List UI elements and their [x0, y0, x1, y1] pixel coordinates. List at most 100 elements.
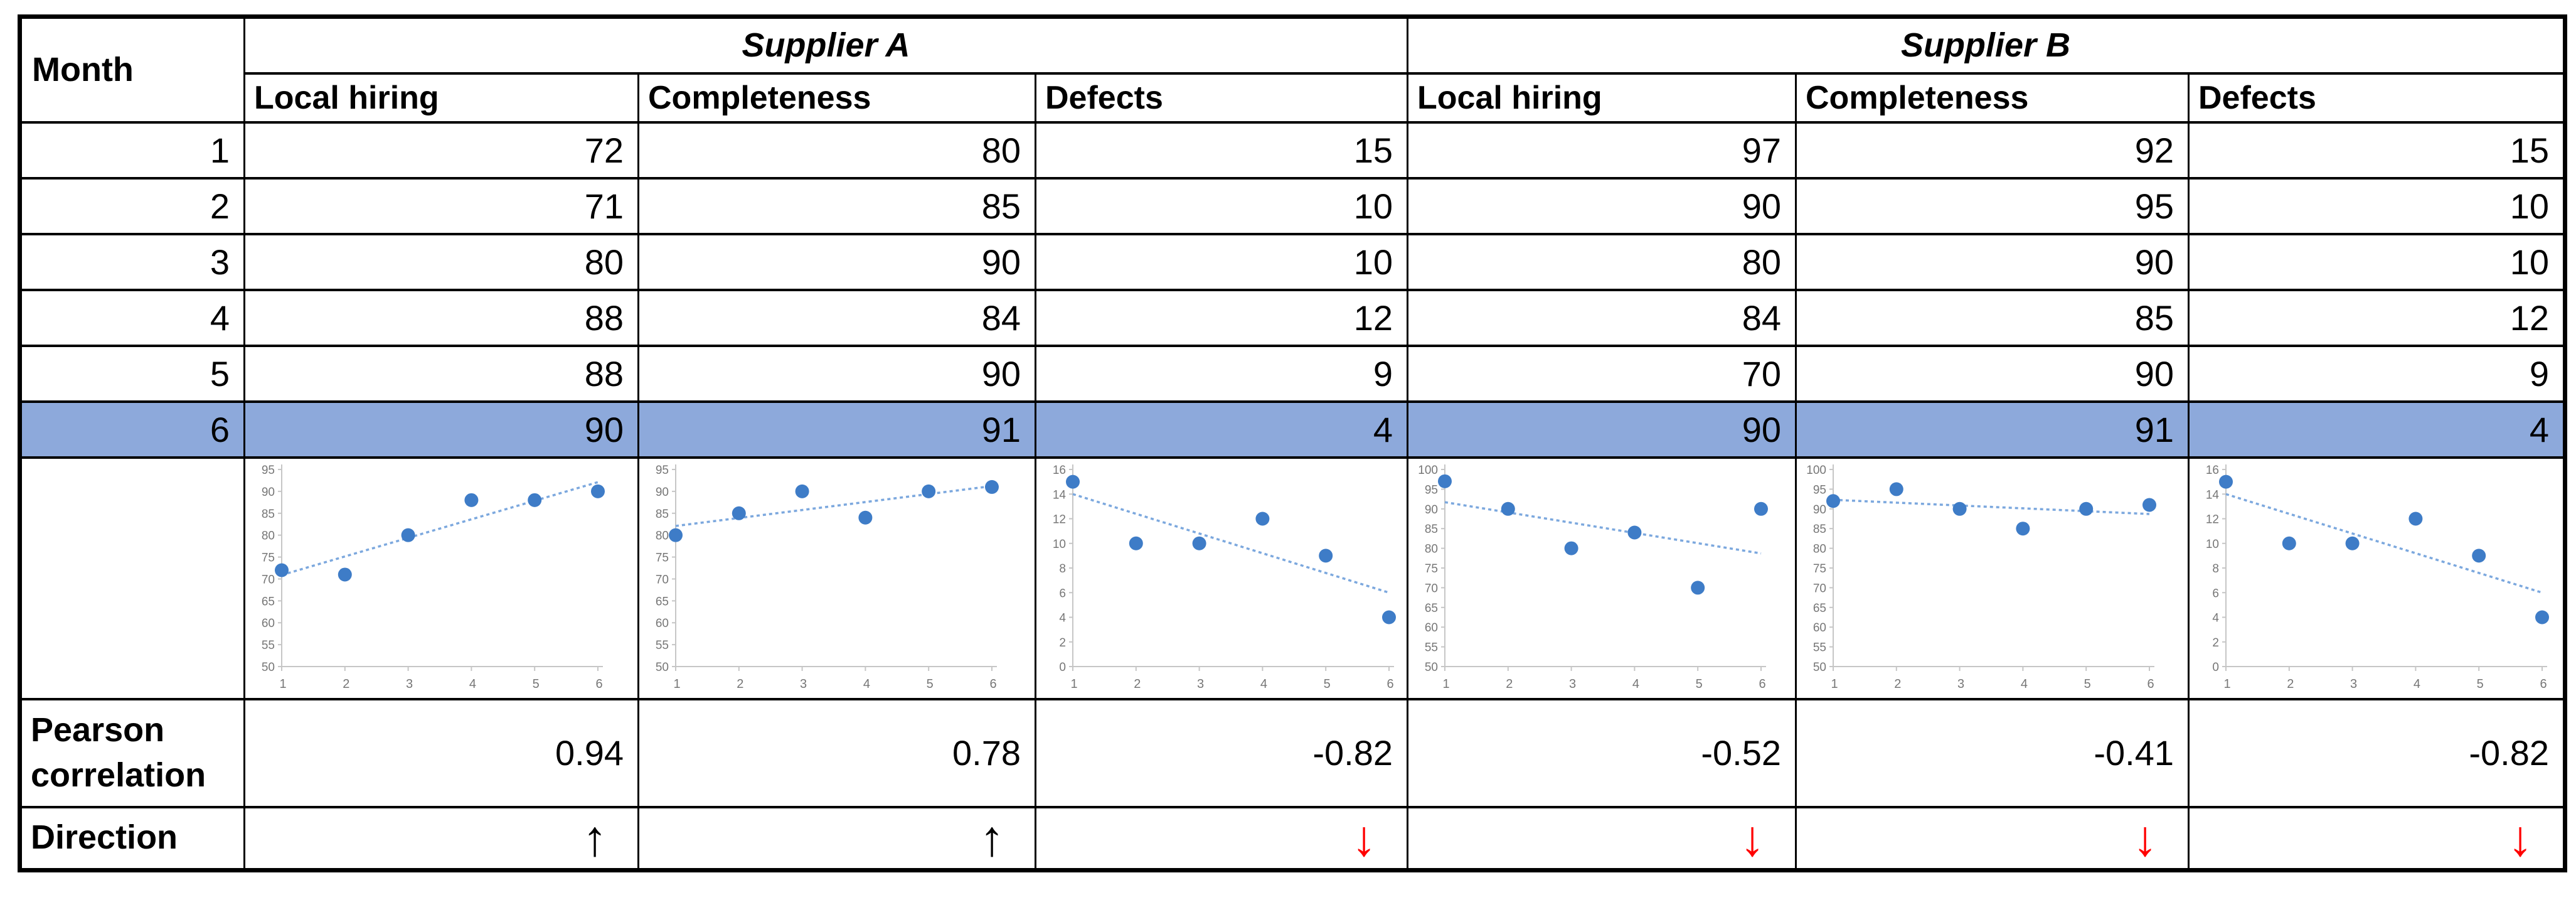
- month-header-cell[interactable]: Month: [19, 15, 245, 124]
- metric-value-cell[interactable]: 90: [637, 232, 1036, 291]
- metric-value-cell[interactable]: 9: [2187, 344, 2567, 403]
- svg-text:1: 1: [279, 677, 286, 691]
- pearson-value-cell[interactable]: 0.94: [243, 697, 639, 808]
- metric-value-cell[interactable]: 80: [1407, 232, 1797, 291]
- metric-value-cell[interactable]: 95: [1795, 176, 2190, 235]
- sparkline-cell[interactable]: 50 55 60 65 70 75 80 85 90 95 100 1 2 3 4 5 6: [1407, 456, 1797, 700]
- metric-value-cell[interactable]: 12: [2187, 288, 2567, 347]
- svg-text:50: 50: [262, 661, 275, 674]
- svg-text:75: 75: [656, 552, 669, 565]
- svg-text:14: 14: [2206, 488, 2220, 501]
- metric-value-cell[interactable]: 88: [243, 344, 639, 403]
- metric-value-cell[interactable]: 9: [1035, 344, 1408, 403]
- supplier-b-header-cell[interactable]: Supplier B: [1406, 15, 2567, 75]
- header-a-local-hiring[interactable]: Local hiring: [243, 72, 639, 124]
- direction-cell[interactable]: ↓: [2187, 805, 2567, 871]
- pearson-value-cell[interactable]: -0.41: [1795, 697, 2190, 808]
- metric-value-cell[interactable]: 10: [1035, 232, 1408, 291]
- direction-cell[interactable]: ↓: [1035, 805, 1408, 871]
- sparkline-cell[interactable]: 50 55 60 65 70 75 80 85 90 95 1 2 3 4 5 6: [637, 456, 1036, 700]
- metric-value-cell[interactable]: 10: [2187, 176, 2567, 235]
- metric-value-cell[interactable]: 10: [2187, 232, 2567, 291]
- metric-value-cell[interactable]: 84: [1407, 288, 1797, 347]
- pearson-value-cell[interactable]: -0.82: [1035, 697, 1408, 808]
- metric-value-cell[interactable]: 10: [1035, 176, 1408, 235]
- svg-text:16: 16: [1053, 464, 1066, 477]
- metric-value-cell[interactable]: 4: [2187, 400, 2567, 459]
- table-row-month-2: 2 71 85 10 90 95 10: [19, 176, 2567, 235]
- sparkline-cell[interactable]: 50 55 60 65 70 75 80 85 90 95 1 2 3 4 5 6: [243, 456, 639, 700]
- metric-value-cell[interactable]: 85: [1795, 288, 2190, 347]
- metric-value-cell[interactable]: 72: [243, 121, 639, 180]
- month-value-cell[interactable]: 3: [19, 232, 245, 291]
- svg-text:70: 70: [1425, 582, 1438, 595]
- metric-value-cell[interactable]: 4: [1035, 400, 1408, 459]
- metric-value-cell[interactable]: 92: [1795, 121, 2190, 180]
- header-a-defects[interactable]: Defects: [1035, 72, 1408, 124]
- metric-value-cell[interactable]: 91: [1795, 400, 2190, 459]
- pearson-label-cell[interactable]: Pearson correlation: [19, 697, 245, 808]
- metric-value-cell[interactable]: 97: [1407, 121, 1797, 180]
- metric-value-cell[interactable]: 12: [1035, 288, 1408, 347]
- metric-value-cell[interactable]: 90: [1407, 400, 1797, 459]
- month-value-cell[interactable]: 4: [19, 288, 245, 347]
- svg-text:6: 6: [2540, 677, 2547, 691]
- svg-text:65: 65: [1813, 602, 1826, 615]
- metric-value-cell[interactable]: 91: [637, 400, 1036, 459]
- svg-text:90: 90: [656, 486, 669, 499]
- sparkline-cell[interactable]: 0 2 4 6 8 10 12 14 16 1 2 3 4 5 6: [1035, 456, 1408, 700]
- metric-value-cell[interactable]: 15: [1035, 121, 1408, 180]
- header-b-defects[interactable]: Defects: [2187, 72, 2567, 124]
- svg-text:50: 50: [1813, 661, 1826, 674]
- metric-value-cell[interactable]: 90: [637, 344, 1036, 403]
- svg-text:75: 75: [262, 552, 275, 565]
- svg-text:8: 8: [2212, 562, 2219, 576]
- supplier-a-header-cell[interactable]: Supplier A: [243, 15, 1408, 75]
- header-a-completeness[interactable]: Completeness: [637, 72, 1036, 124]
- svg-text:5: 5: [533, 677, 540, 691]
- metric-value-cell[interactable]: 90: [1795, 344, 2190, 403]
- svg-text:55: 55: [1425, 641, 1438, 655]
- metric-value-cell[interactable]: 90: [1407, 176, 1797, 235]
- svg-text:85: 85: [262, 508, 275, 521]
- pearson-value-cell[interactable]: -0.52: [1407, 697, 1797, 808]
- header-b-local-hiring[interactable]: Local hiring: [1407, 72, 1797, 124]
- pearson-label-line2: correlation: [31, 756, 206, 794]
- svg-text:60: 60: [656, 617, 669, 630]
- pearson-value-cell[interactable]: -0.82: [2187, 697, 2567, 808]
- month-value-cell[interactable]: 6: [19, 400, 245, 459]
- direction-cell[interactable]: ↑: [637, 805, 1036, 871]
- month-value-cell[interactable]: 5: [19, 344, 245, 403]
- svg-text:4: 4: [1632, 677, 1639, 691]
- direction-label-cell[interactable]: Direction: [19, 805, 245, 871]
- svg-text:2: 2: [737, 677, 743, 691]
- month-value-cell[interactable]: 1: [19, 121, 245, 180]
- svg-text:65: 65: [262, 595, 275, 608]
- direction-cell[interactable]: ↓: [1407, 805, 1797, 871]
- direction-cell[interactable]: ↓: [1795, 805, 2190, 871]
- metric-value-cell[interactable]: 90: [1795, 232, 2190, 291]
- metric-value-cell[interactable]: 84: [637, 288, 1036, 347]
- metric-value-cell[interactable]: 71: [243, 176, 639, 235]
- scatter-chart-supplier-b-completeness: 50 55 60 65 70 75 80 85 90 95 100 1 2 3 4 5 6: [1806, 464, 2156, 691]
- sparkline-cell[interactable]: 0 2 4 6 8 10 12 14 16 1 2 3 4 5 6: [2187, 456, 2567, 700]
- svg-text:6: 6: [989, 677, 996, 691]
- svg-text:50: 50: [1425, 661, 1438, 674]
- metric-value-cell[interactable]: 90: [243, 400, 639, 459]
- metric-value-cell[interactable]: 80: [637, 121, 1036, 180]
- pearson-value-cell[interactable]: 0.78: [637, 697, 1036, 808]
- metric-value-cell[interactable]: 80: [243, 232, 639, 291]
- month-value-cell[interactable]: 2: [19, 176, 245, 235]
- metric-value-cell[interactable]: 85: [637, 176, 1036, 235]
- svg-text:4: 4: [2414, 677, 2420, 691]
- metric-value-cell[interactable]: 70: [1407, 344, 1797, 403]
- metric-value-cell[interactable]: 88: [243, 288, 639, 347]
- down-arrow-icon: ↓: [1740, 810, 1765, 866]
- direction-cell[interactable]: ↑: [243, 805, 639, 871]
- sparkline-cell[interactable]: 50 55 60 65 70 75 80 85 90 95 100 1 2 3 4 5 6: [1795, 456, 2190, 700]
- header-b-completeness[interactable]: Completeness: [1795, 72, 2190, 124]
- svg-text:2: 2: [1059, 636, 1066, 650]
- metric-value-cell[interactable]: 15: [2187, 121, 2567, 180]
- svg-text:2: 2: [1506, 677, 1513, 691]
